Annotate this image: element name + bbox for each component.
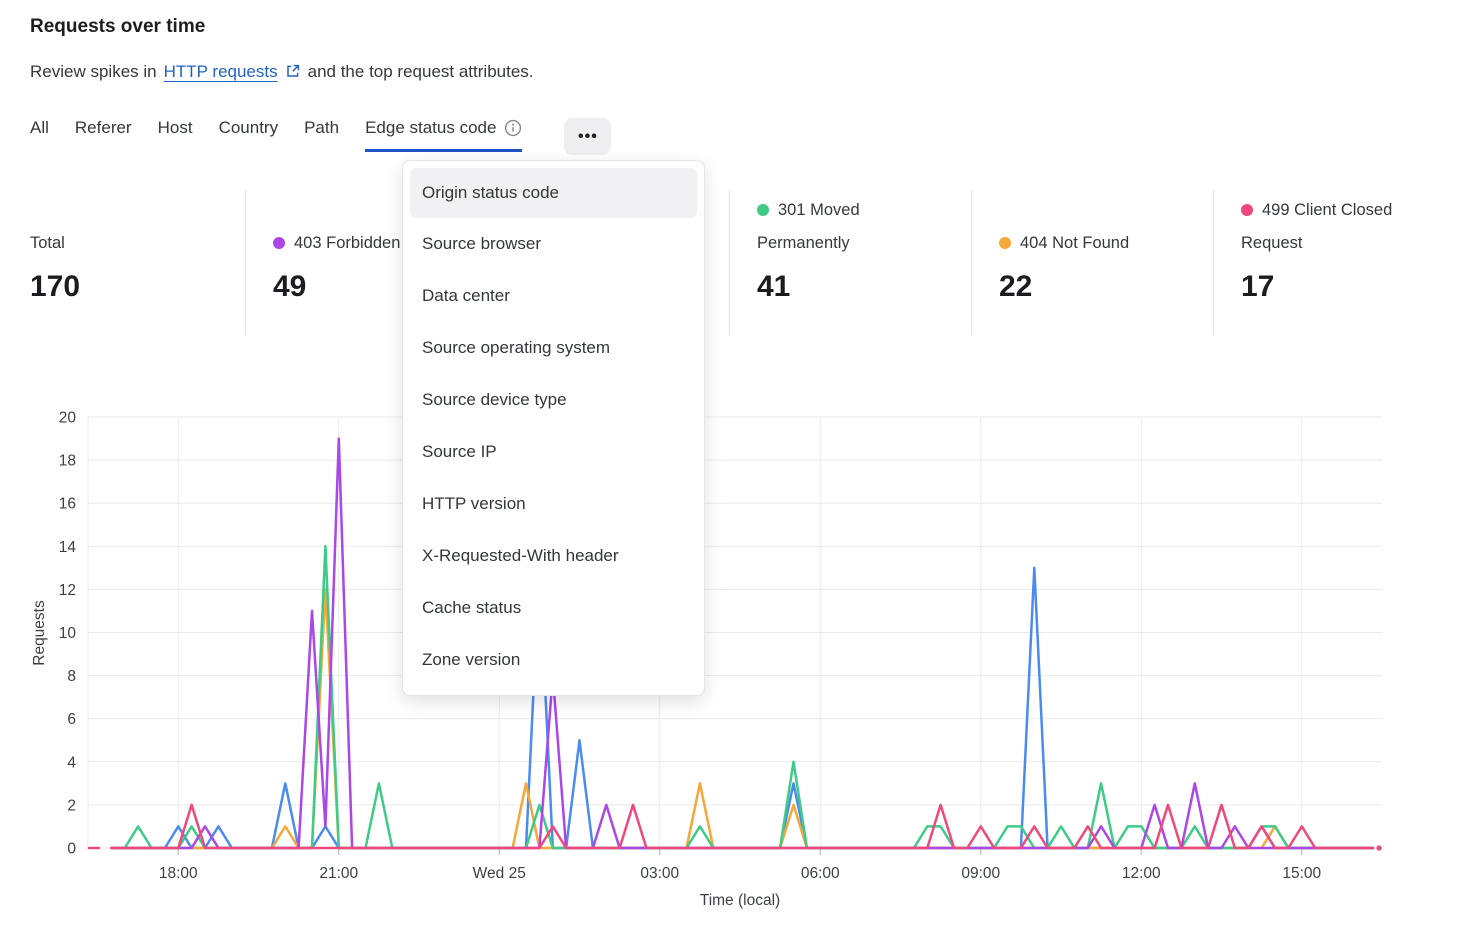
x-axis-title: Time (local) [700, 892, 780, 909]
subtitle-suffix: and the top request attributes. [307, 62, 534, 81]
menu-item-source-operating-system[interactable]: Source operating system [403, 322, 704, 374]
series-line-403-forbidden [110, 437, 1375, 850]
page-title: Requests over time [30, 16, 206, 37]
x-tick-label: 03:00 [640, 865, 679, 882]
tab-path[interactable]: Path [304, 118, 339, 152]
stat-label-box: 403 Forbidden [273, 190, 487, 260]
y-tick-label: 18 [59, 453, 76, 470]
info-icon[interactable] [504, 119, 522, 137]
menu-item-zone-version[interactable]: Zone version [403, 634, 704, 686]
stat-301-moved-permanently: 301 Moved Permanently 41 [729, 190, 971, 335]
stat-label: 301 Moved Permanently [757, 194, 942, 260]
x-tick-label: 06:00 [801, 865, 840, 882]
tab-label: Path [304, 118, 340, 137]
subtitle-prefix: Review spikes in [30, 62, 157, 81]
attribute-tabs: All Referer Host Country Path Edge status cod… [30, 118, 612, 155]
tab-label: Country [218, 118, 279, 137]
stat-label-text: 403 Forbidden [294, 234, 401, 252]
stat-value: 49 [273, 270, 307, 303]
stat-label: 404 Not Found [999, 227, 1129, 260]
menu-item-label: Source operating system [422, 338, 611, 357]
stat-404-not-found: 404 Not Found 22 [971, 190, 1213, 335]
tab-label: Edge status code [365, 118, 497, 137]
stat-403-forbidden: 403 Forbidden 49 [245, 190, 487, 335]
menu-item-source-ip[interactable]: Source IP [403, 426, 704, 478]
stat-value: 22 [999, 270, 1033, 303]
legend-dot [999, 237, 1011, 249]
menu-item-data-center[interactable]: Data center [403, 270, 704, 322]
menu-item-label: Origin status code [422, 183, 560, 202]
menu-item-label: Data center [422, 286, 510, 305]
y-axis-title: Requests [31, 600, 48, 666]
tab-label: Host [157, 118, 193, 137]
x-tick-label: 15:00 [1282, 865, 1321, 882]
menu-item-x-requested-with-header[interactable]: X-Requested-With header [403, 530, 704, 582]
y-tick-label: 10 [59, 625, 77, 642]
tab-referer[interactable]: Referer [75, 118, 132, 152]
stats-row: Total 170 403 Forbidden 49 301 Moved Permane… [30, 190, 1458, 335]
menu-item-http-version[interactable]: HTTP version [403, 478, 704, 530]
legend-dot [273, 237, 285, 249]
subtitle: Review spikes in HTTP requests and the t… [30, 62, 534, 82]
stat-label-box: 404 Not Found [999, 190, 1213, 260]
menu-item-origin-status-code[interactable]: Origin status code [410, 168, 697, 218]
y-tick-label: 6 [67, 711, 76, 728]
attribute-dropdown-menu: Origin status code Source browser Data cen… [402, 160, 705, 696]
y-tick-label: 12 [59, 582, 76, 599]
x-tick-label: 21:00 [319, 865, 358, 882]
series-end-dot [1376, 845, 1382, 851]
stat-label-text: 499 Client Closed Request [1241, 201, 1393, 252]
stat-value: 41 [757, 270, 791, 303]
y-tick-label: 14 [59, 539, 77, 556]
stat-label: 403 Forbidden [273, 227, 400, 260]
y-tick-label: 16 [59, 496, 76, 513]
y-tick-label: 0 [67, 841, 76, 858]
legend-dot [757, 204, 769, 216]
menu-item-label: Source device type [422, 390, 567, 409]
tab-edge-status-code[interactable]: Edge status code [365, 118, 523, 152]
stat-total: Total 170 [30, 190, 245, 335]
external-link-icon[interactable] [285, 63, 301, 79]
stat-value: 17 [1241, 270, 1275, 303]
tab-label: All [30, 118, 49, 137]
series-line-499-client-closed-request [110, 803, 1375, 850]
tabs-more-button[interactable]: ••• [564, 118, 612, 155]
stat-label-box: 301 Moved Permanently [757, 190, 971, 260]
stat-value: 170 [30, 270, 81, 303]
tab-all[interactable]: All [30, 118, 49, 152]
menu-item-label: HTTP version [422, 494, 526, 513]
menu-item-source-browser[interactable]: Source browser [403, 218, 704, 270]
stat-label-text: 404 Not Found [1020, 234, 1130, 252]
menu-item-label: X-Requested-With header [422, 546, 619, 565]
x-tick-label: 12:00 [1122, 865, 1161, 882]
menu-item-cache-status[interactable]: Cache status [403, 582, 704, 634]
tab-label: Referer [74, 118, 132, 137]
menu-item-label: Source IP [422, 442, 497, 461]
stat-label-text: Total [30, 234, 65, 252]
stat-label-box: 499 Client Closed Request [1241, 190, 1455, 260]
menu-item-source-device-type[interactable]: Source device type [403, 374, 704, 426]
requests-chart[interactable]: 0 2 4 6 8 10 12 14 16 18 20 18:00 21:00 Wed 25 03:00 06… [0, 400, 1458, 940]
y-tick-label: 20 [59, 410, 77, 427]
stat-label-box: Total [30, 190, 245, 260]
stat-label: 499 Client Closed Request [1241, 194, 1426, 260]
x-tick-label: 18:00 [159, 865, 198, 882]
stat-label: Total [30, 227, 65, 260]
http-requests-link[interactable]: HTTP requests [163, 62, 278, 81]
tab-country[interactable]: Country [219, 118, 279, 152]
x-tick-label: Wed 25 [473, 865, 526, 882]
tab-host[interactable]: Host [158, 118, 193, 152]
menu-item-label: Zone version [422, 650, 521, 669]
stat-499-client-closed-request: 499 Client Closed Request 17 [1213, 190, 1455, 335]
menu-item-label: Source browser [422, 234, 542, 253]
x-tick-label: 09:00 [961, 865, 1000, 882]
stat-label-text: 301 Moved Permanently [757, 201, 860, 252]
y-tick-label: 4 [67, 754, 76, 771]
y-tick-label: 2 [67, 797, 76, 814]
y-tick-label: 8 [67, 668, 76, 685]
menu-item-label: Cache status [422, 598, 522, 617]
legend-dot [1241, 204, 1253, 216]
